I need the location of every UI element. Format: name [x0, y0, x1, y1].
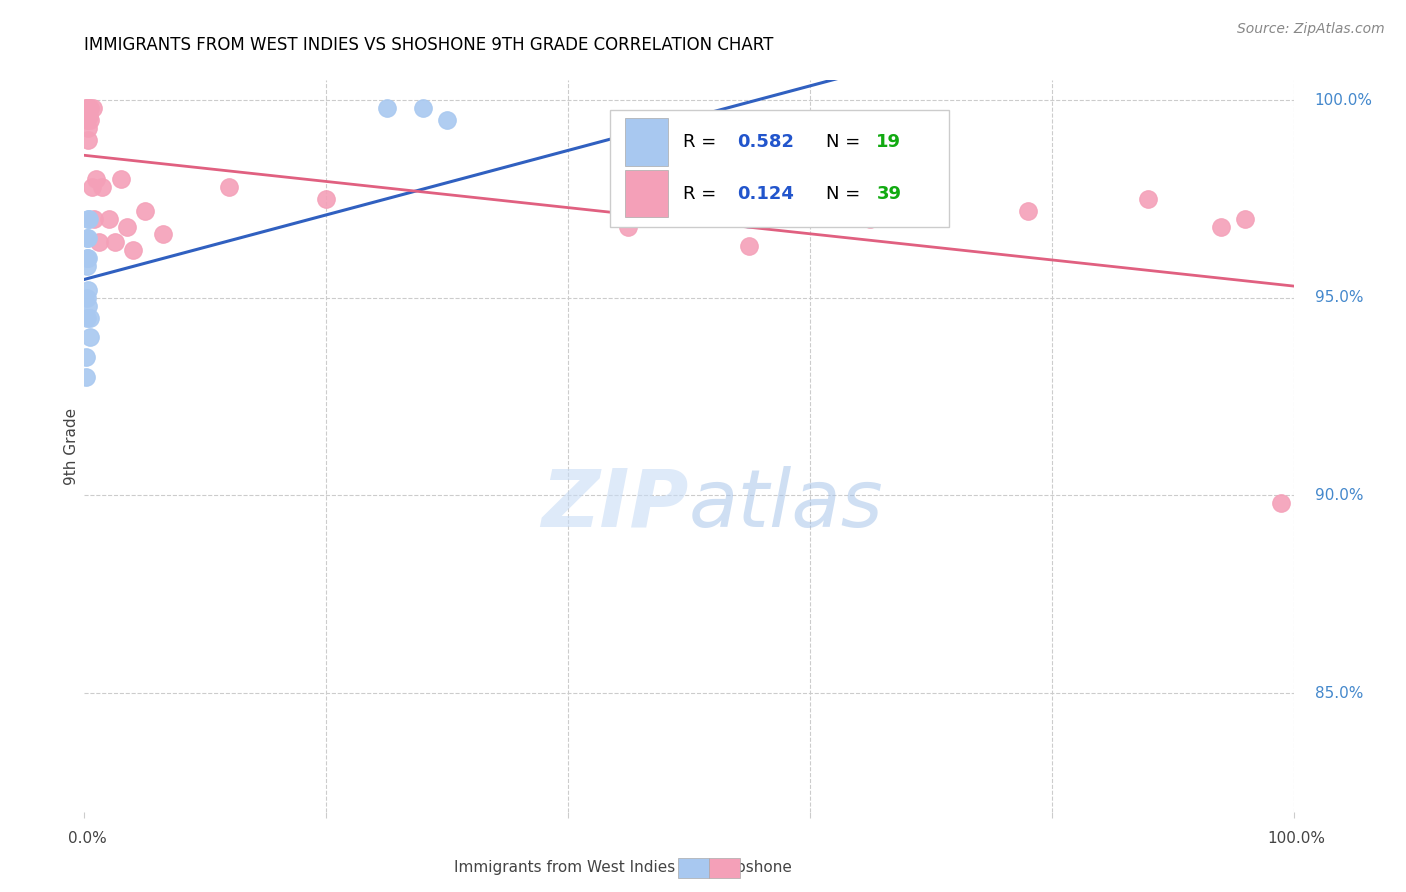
Text: 95.0%: 95.0% [1315, 290, 1362, 305]
Point [859, 211, 882, 226]
Point [75, 350, 97, 364]
Point [76, 310, 98, 325]
Point [1137, 192, 1160, 206]
Point [77, 120, 100, 135]
Point [76, 231, 98, 245]
Point [80, 180, 103, 194]
Point [79, 330, 101, 344]
Point [77, 251, 100, 265]
Text: Immigrants from West Indies: Immigrants from West Indies [454, 860, 675, 874]
Point [77, 104, 100, 119]
Point [91, 180, 114, 194]
Point [218, 180, 240, 194]
Text: 0.582: 0.582 [737, 133, 794, 152]
Point [77, 109, 100, 123]
Point [97, 211, 120, 226]
Point [77, 211, 100, 226]
Point [82, 101, 104, 115]
Point [79, 112, 101, 127]
Text: 100.0%: 100.0% [1315, 93, 1372, 108]
Point [77, 109, 100, 123]
Point [617, 219, 640, 234]
Point [1017, 203, 1039, 218]
Point [75, 104, 97, 119]
Point [77, 101, 100, 115]
Point [738, 239, 761, 253]
Point [83, 211, 105, 226]
Point [86, 172, 108, 186]
Text: 0.124: 0.124 [737, 185, 794, 202]
Point [77, 211, 100, 226]
Point [134, 203, 156, 218]
Point [152, 227, 174, 242]
Point [76, 112, 98, 127]
FancyBboxPatch shape [610, 110, 949, 227]
Text: ZIP: ZIP [541, 466, 689, 543]
Point [436, 112, 458, 127]
Text: 19: 19 [876, 133, 901, 152]
Point [1234, 211, 1257, 226]
FancyBboxPatch shape [624, 169, 668, 218]
Point [412, 101, 434, 115]
Point [115, 219, 138, 234]
Text: R =: R = [683, 133, 721, 152]
Point [121, 244, 143, 258]
Point [1270, 496, 1292, 510]
Point [75, 369, 97, 384]
Point [76, 291, 98, 305]
Point [920, 192, 942, 206]
Point [76, 101, 98, 115]
Text: 39: 39 [876, 185, 901, 202]
Text: 90.0%: 90.0% [1315, 488, 1362, 503]
Point [76, 104, 98, 119]
Point [79, 101, 101, 115]
Point [77, 132, 100, 146]
Point [104, 235, 127, 250]
Point [1209, 219, 1232, 234]
Point [77, 283, 100, 297]
Point [315, 192, 337, 206]
Text: Source: ZipAtlas.com: Source: ZipAtlas.com [1237, 22, 1385, 37]
Point [75, 101, 97, 115]
Text: 100.0%: 100.0% [1267, 831, 1326, 846]
FancyBboxPatch shape [624, 118, 668, 166]
Y-axis label: 9th Grade: 9th Grade [63, 408, 79, 484]
Point [110, 172, 132, 186]
Text: R =: R = [683, 185, 721, 202]
Point [76, 251, 98, 265]
Point [77, 231, 100, 245]
Point [77, 299, 100, 313]
Point [738, 211, 761, 226]
Text: atlas: atlas [689, 466, 884, 543]
Point [76, 109, 98, 123]
Text: IMMIGRANTS FROM WEST INDIES VS SHOSHONE 9TH GRADE CORRELATION CHART: IMMIGRANTS FROM WEST INDIES VS SHOSHONE … [84, 36, 773, 54]
Point [79, 310, 101, 325]
Text: Shoshone: Shoshone [717, 860, 792, 874]
Point [87, 235, 110, 250]
Text: 0.0%: 0.0% [67, 831, 107, 846]
Point [375, 101, 398, 115]
Text: 85.0%: 85.0% [1315, 686, 1362, 700]
Text: N =: N = [825, 133, 866, 152]
Point [77, 101, 100, 115]
Text: N =: N = [825, 185, 866, 202]
Point [76, 259, 98, 273]
